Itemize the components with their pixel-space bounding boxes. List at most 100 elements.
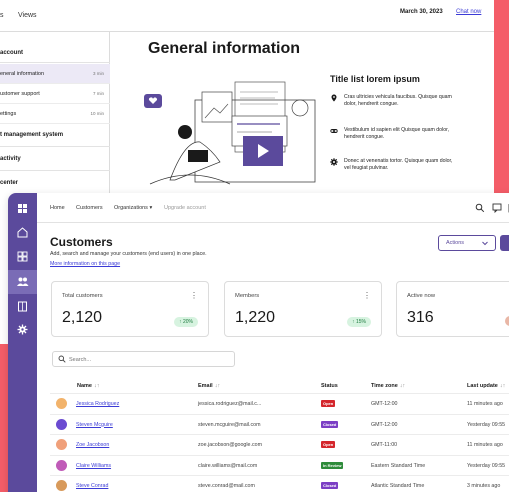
building-icon[interactable]	[16, 300, 29, 313]
sidebar-item-time: 3 min	[92, 71, 104, 76]
change-badge: ↑ 20%	[174, 317, 198, 327]
sidebar-section-center[interactable]: center	[0, 180, 19, 186]
date-label: March 30, 2023	[400, 9, 443, 15]
status-badge: Open	[321, 400, 336, 407]
chevron-down-icon	[482, 241, 488, 246]
change-value: 15%	[355, 319, 366, 325]
customer-name-link[interactable]: Steve Conrad	[76, 483, 109, 489]
customer-last-update: 3 minutes ago	[467, 483, 501, 489]
search-field[interactable]	[52, 351, 235, 367]
stat-value: 2,120	[62, 309, 103, 326]
stat-value: 316	[407, 309, 434, 326]
column-header-timezone[interactable]: Time zone ↓↑	[371, 383, 405, 389]
actions-dropdown[interactable]: Actions	[438, 235, 496, 251]
list-item-text: Donec at venenatis tortor. Quisque quam …	[344, 158, 453, 172]
sort-icon[interactable]: ↓↑	[214, 383, 221, 389]
divider	[0, 146, 110, 147]
divider	[0, 170, 110, 171]
customers-window: Home Customers Organizations ▾ Upgrade a…	[8, 193, 509, 492]
table-row[interactable]: Jessica Rodriguez jessica.rodriguez@mail.…	[50, 393, 509, 413]
customer-timezone: GMT-11:00	[371, 442, 398, 448]
status-badge: Closed	[321, 420, 339, 428]
stat-card-total-customers: Total customers ⋮ 2,120 ↑ 20%	[51, 281, 209, 337]
status-badge: Open	[321, 441, 336, 448]
chat-now-link[interactable]: Chat now	[456, 9, 482, 15]
column-header-last-update[interactable]: Last update ↓↑	[467, 383, 505, 389]
sidebar-item-settings[interactable]: ettings 10 min	[0, 104, 110, 124]
search-icon[interactable]	[475, 203, 485, 213]
divider	[0, 62, 110, 63]
nav-customers[interactable]: Customers	[76, 205, 103, 211]
sidebar-item-general-information[interactable]: eneral information 3 min	[0, 64, 110, 84]
users-icon[interactable]	[8, 270, 37, 294]
grid-icon[interactable]	[16, 250, 29, 263]
nav-upgrade-account[interactable]: Upgrade account	[164, 205, 206, 211]
sidebar-section-management[interactable]: t management system	[0, 132, 64, 138]
customer-timezone: Eastern Standard Time	[371, 462, 426, 469]
column-header-label: Last update	[467, 383, 498, 389]
stat-card-members: Members ⋮ 1,220 ↑ 15%	[224, 281, 382, 337]
nav-organizations[interactable]: Organizations ▾	[114, 205, 152, 211]
nav-home[interactable]: Home	[50, 205, 65, 211]
home-icon[interactable]	[16, 226, 29, 239]
customer-email: steve.conrad@mail.com	[198, 483, 255, 489]
column-header-label: Email	[198, 383, 213, 389]
sort-icon[interactable]: ↓↑	[399, 383, 406, 389]
customer-name-link[interactable]: Steven Mcguire	[76, 421, 113, 428]
customer-email: steven.mcguire@mail.com	[198, 421, 261, 428]
customer-name-link[interactable]: Zoe Jacobson	[76, 442, 110, 448]
actions-label: Actions	[446, 240, 465, 246]
stat-label: Active now	[407, 293, 436, 299]
back-window-header: s Views March 30, 2023 Chat now	[0, 0, 494, 32]
table-row[interactable]: Zoe Jacobson zoe.jacobson@google.com Open G…	[50, 434, 509, 454]
list-item-text: Vestibulum id sapien elit Quisque quam d…	[344, 127, 449, 141]
customer-email: zoe.jacobson@google.com	[198, 442, 262, 448]
column-header-name[interactable]: Name ↓↑	[77, 383, 99, 389]
stat-card-active-now: Active now 316	[396, 281, 509, 337]
customer-timezone: GMT-12:00	[371, 421, 398, 428]
status-badge: Closed	[321, 482, 339, 489]
page-title: General information	[148, 40, 301, 57]
arrow-up-icon: ↑	[179, 319, 182, 325]
avatar	[56, 459, 67, 471]
customer-timezone: GMT-12:00	[371, 401, 398, 407]
tab-partial[interactable]: s	[0, 12, 4, 19]
more-vertical-icon[interactable]: ⋮	[363, 291, 371, 300]
search-input[interactable]	[69, 354, 229, 365]
dashboard-icon[interactable]	[16, 202, 29, 215]
table-row[interactable]: Claire Williams claire.williams@mail.com I…	[50, 454, 509, 475]
customer-last-update: Yesterday 09:55	[467, 462, 506, 469]
sort-icon[interactable]: ↓↑	[93, 383, 100, 389]
sidebar-item-label: ustomer support	[0, 91, 40, 97]
customer-last-update: 11 minutes ago	[467, 442, 503, 448]
list-item-text: Cras ultricies vehicula faucibus. Quisqu…	[344, 94, 452, 108]
illustration-image	[144, 81, 316, 185]
sidebar-section-account[interactable]: account	[0, 50, 24, 56]
more-vertical-icon[interactable]: ⋮	[190, 291, 198, 300]
settings-icon[interactable]	[16, 323, 29, 336]
sidebar-item-time: 10 min	[90, 111, 104, 116]
sidebar-section-activity[interactable]: activity	[0, 156, 21, 162]
list-item: Vestibulum id sapien elit Quisque quam d…	[330, 127, 460, 155]
sort-icon[interactable]: ↓↑	[499, 383, 506, 389]
more-info-link[interactable]: More information on this page	[50, 261, 121, 267]
tab-views[interactable]: Views	[18, 12, 37, 19]
table-row[interactable]: Steve Conrad steve.conrad@mail.com Closed A…	[50, 475, 509, 492]
page-title: Customers	[50, 235, 113, 249]
arrow-up-icon: ↑	[352, 319, 355, 325]
stat-value: 1,220	[235, 309, 276, 326]
column-header-email[interactable]: Email ↓↑	[198, 383, 220, 389]
column-header-label: Time zone	[371, 383, 398, 389]
column-header-status[interactable]: Status	[321, 383, 338, 389]
customer-name-link[interactable]: Claire Williams	[76, 462, 112, 469]
sidebar-item-customer-support[interactable]: ustomer support 7 min	[0, 84, 110, 104]
search-icon	[58, 355, 66, 363]
chat-icon[interactable]	[492, 203, 502, 213]
avatar	[56, 418, 67, 430]
change-badge: ↑ 15%	[347, 317, 371, 327]
customer-name-link[interactable]: Jessica Rodriguez	[76, 401, 120, 407]
table-row[interactable]: Steven Mcguire steven.mcguire@mail.com Clo…	[50, 413, 509, 434]
sidebar-item-label: ettings	[0, 111, 17, 117]
stat-label: Total customers	[62, 293, 103, 299]
add-customer-button[interactable]	[500, 235, 509, 251]
